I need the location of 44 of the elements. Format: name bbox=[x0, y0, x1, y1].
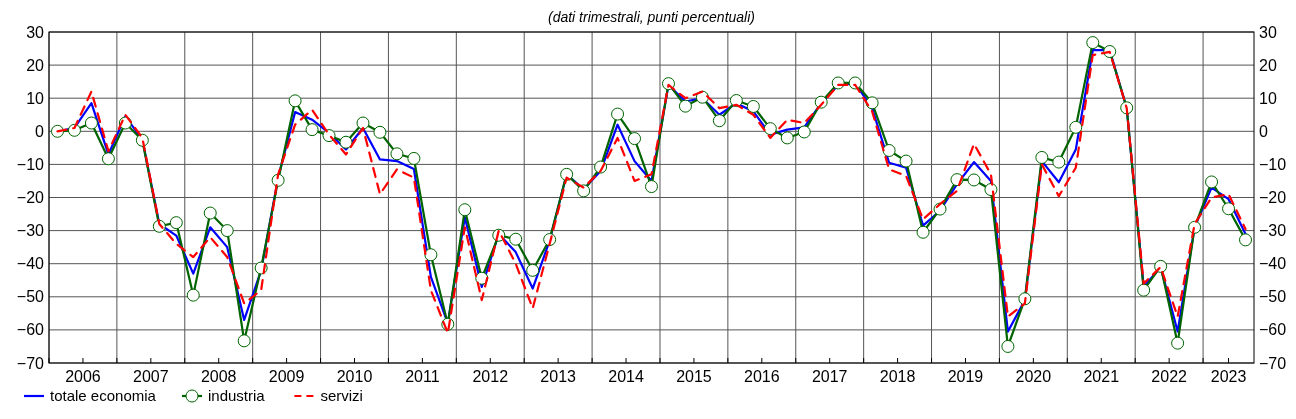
y-tick-label: −10 bbox=[16, 155, 45, 173]
y2-tick-label: −20 bbox=[1259, 189, 1287, 206]
x-tick-label: 2011 bbox=[405, 368, 440, 385]
y2-tick-label: −70 bbox=[1259, 354, 1287, 372]
y-tick-label: −50 bbox=[16, 288, 45, 306]
x-tick-label: 2008 bbox=[200, 368, 237, 385]
y-tick-label: 0 bbox=[35, 122, 45, 140]
x-tick-label: 2013 bbox=[540, 368, 577, 385]
y2-tick-label: −50 bbox=[1259, 288, 1287, 306]
x-tick-label: 2006 bbox=[65, 368, 101, 385]
y-tick-label: 10 bbox=[26, 89, 45, 107]
x-tick-label: 2016 bbox=[744, 368, 780, 385]
y2-tick-label: −60 bbox=[1259, 321, 1287, 339]
x-tick-label: 2014 bbox=[608, 368, 644, 385]
x-tick-label: 2015 bbox=[676, 368, 712, 385]
x-tick-label: 2017 bbox=[811, 368, 848, 385]
y2-tick-label: 0 bbox=[1259, 122, 1268, 140]
x-tick-label: 2020 bbox=[1015, 368, 1052, 385]
y-tick-label: −60 bbox=[16, 321, 45, 339]
x-tick-label: 2012 bbox=[472, 368, 509, 385]
y2-tick-label: −10 bbox=[1259, 155, 1287, 173]
y2-tick-label: 30 bbox=[1259, 23, 1277, 41]
y-tick-label: −30 bbox=[16, 222, 45, 240]
y-tick-label: 20 bbox=[26, 56, 45, 74]
legend-label: servizi bbox=[320, 387, 363, 404]
legend-label: industria bbox=[208, 387, 266, 404]
x-tick-label: 2023 bbox=[1210, 368, 1247, 385]
y-tick-label: −40 bbox=[16, 255, 45, 273]
x-tick-label: 2007 bbox=[133, 368, 169, 385]
chart-subtitle: (dati trimestrali, punti percentuali) bbox=[548, 9, 755, 25]
legend-label: totale economia bbox=[50, 387, 157, 404]
y2-tick-label: 10 bbox=[1259, 89, 1277, 107]
y2-tick-label: −40 bbox=[1259, 255, 1287, 273]
x-tick-label: 2019 bbox=[947, 368, 984, 385]
x-tick-label: 2009 bbox=[268, 368, 305, 385]
x-tick-label: 2022 bbox=[1151, 368, 1188, 385]
x-tick-label: 2021 bbox=[1083, 368, 1120, 385]
y-tick-label: −20 bbox=[16, 189, 45, 206]
y2-tick-label: −30 bbox=[1259, 222, 1287, 240]
y-tick-label: 30 bbox=[26, 23, 45, 41]
x-tick-label: 2010 bbox=[336, 368, 373, 385]
y-tick-label: −70 bbox=[16, 354, 45, 372]
x-tick-label: 2018 bbox=[879, 368, 916, 385]
y2-tick-label: 20 bbox=[1259, 56, 1277, 74]
